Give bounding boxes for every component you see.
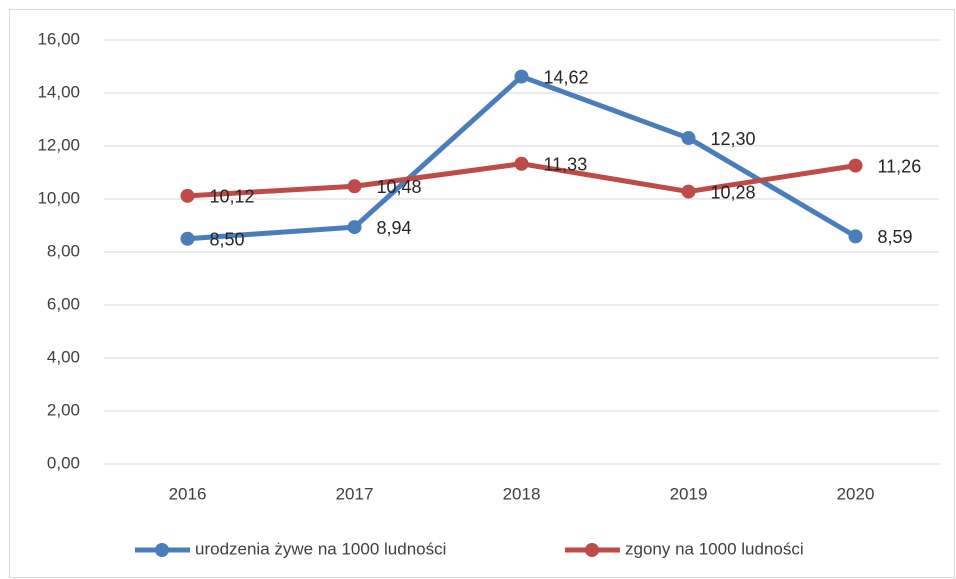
data-point <box>681 184 696 199</box>
y-tick-label: 6,00 <box>47 294 80 313</box>
y-tick-label: 2,00 <box>47 400 80 419</box>
data-label: 8,94 <box>377 218 412 238</box>
data-label: 10,12 <box>210 187 255 207</box>
data-point <box>848 158 863 173</box>
data-point <box>514 69 529 84</box>
y-tick-label: 10,00 <box>37 188 80 207</box>
legend-label: zgony na 1000 ludności <box>625 539 804 558</box>
data-point <box>347 220 362 235</box>
data-label: 14,62 <box>544 67 589 87</box>
y-tick-label: 8,00 <box>47 241 80 260</box>
x-tick-label: 2019 <box>670 484 708 503</box>
y-tick-label: 16,00 <box>37 29 80 48</box>
data-label: 8,59 <box>878 227 913 247</box>
x-tick-label: 2018 <box>503 484 541 503</box>
y-tick-label: 14,00 <box>37 82 80 101</box>
legend-marker <box>155 543 169 557</box>
data-point <box>514 156 529 171</box>
data-label: 11,33 <box>544 155 588 175</box>
data-point <box>347 179 362 194</box>
x-tick-label: 2020 <box>837 484 875 503</box>
data-label: 8,50 <box>210 230 245 250</box>
y-tick-label: 4,00 <box>47 347 80 366</box>
data-label: 12,30 <box>711 129 756 149</box>
chart-border <box>9 9 955 578</box>
legend-label: urodzenia żywe na 1000 ludności <box>195 539 446 558</box>
legend-marker <box>585 543 599 557</box>
data-label: 10,48 <box>377 177 422 197</box>
y-tick-label: 12,00 <box>37 135 80 154</box>
x-tick-label: 2016 <box>169 484 207 503</box>
data-point <box>180 231 195 246</box>
x-tick-label: 2017 <box>336 484 374 503</box>
data-point <box>180 188 195 203</box>
y-tick-label: 0,00 <box>47 453 80 472</box>
data-label: 10,28 <box>711 182 756 202</box>
data-point <box>681 131 696 146</box>
data-label: 11,26 <box>878 156 922 176</box>
data-point <box>848 229 863 244</box>
